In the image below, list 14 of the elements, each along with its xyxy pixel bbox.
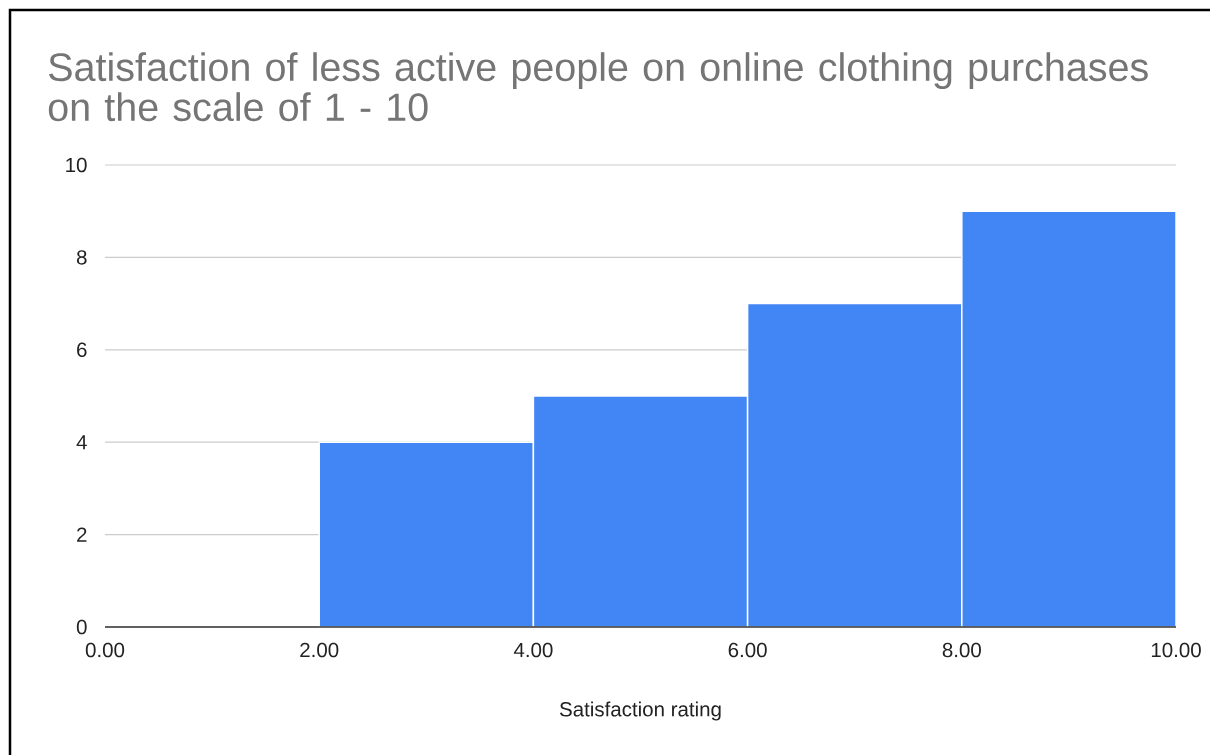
y-tick-label: 4 <box>76 435 87 450</box>
x-tick-label: 8.00 <box>942 642 981 658</box>
y-tick-label: 10 <box>66 157 87 173</box>
y-tick-label: 6 <box>77 342 87 358</box>
y-tick-label: 8 <box>76 250 87 265</box>
x-tick-label: 2.00 <box>300 642 339 658</box>
y-tick-label: 2 <box>77 527 87 542</box>
x-tick-label: 6.00 <box>728 642 767 658</box>
x-tick-label: 4.00 <box>513 642 553 658</box>
x-tick-label: 10.00 <box>1151 642 1201 658</box>
x-tick-label: 0.00 <box>85 642 125 658</box>
y-tick-label: 0 <box>76 619 87 635</box>
chart-title: Satisfaction of less active people on online clothing purchases on the scale of 1 - 10 <box>48 52 1148 122</box>
x-axis-title: Satisfaction rating <box>559 701 721 721</box>
